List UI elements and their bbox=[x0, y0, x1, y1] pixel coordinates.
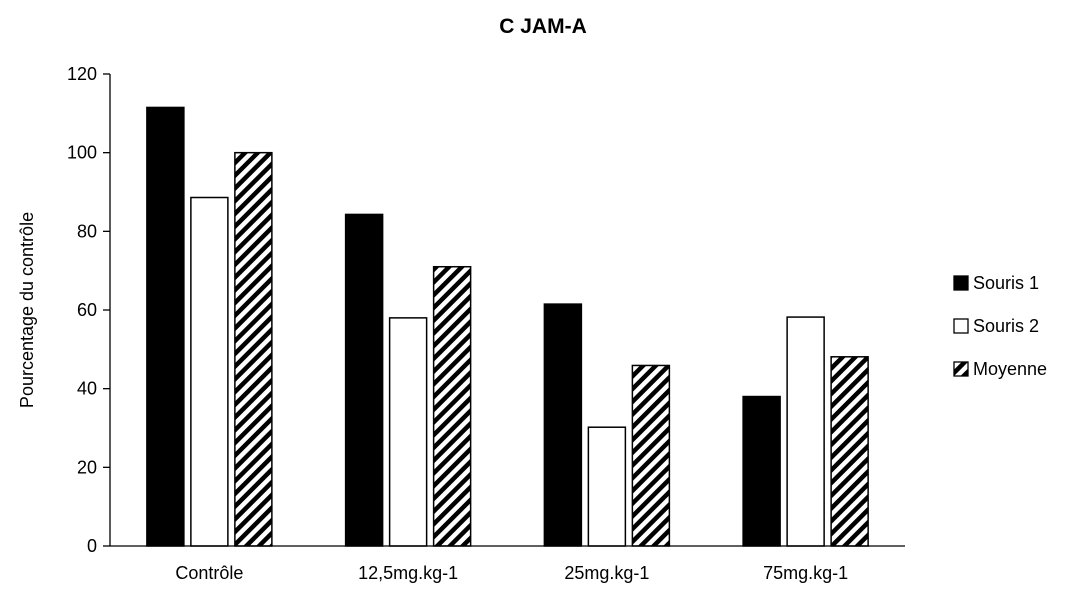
x-tick-label: 75mg.kg-1 bbox=[763, 563, 848, 583]
y-tick-label: 60 bbox=[77, 300, 97, 320]
bar-moyenne bbox=[234, 151, 273, 547]
bar-souris-2 bbox=[388, 317, 428, 547]
bars bbox=[146, 106, 869, 547]
x-axis-ticks: Contrôle 12,5mg.kg-1 25mg.kg-1 75mg.kg-1 bbox=[175, 563, 848, 583]
y-tick-label: 0 bbox=[87, 536, 97, 556]
y-tick-label: 20 bbox=[77, 457, 97, 477]
y-tick-label: 40 bbox=[77, 379, 97, 399]
bar-moyenne bbox=[432, 265, 472, 547]
bar-souris-2 bbox=[587, 426, 627, 547]
legend: Souris 1 Souris 2 Moyenne bbox=[953, 273, 1047, 379]
bar-souris-2 bbox=[190, 196, 229, 547]
y-tick-label: 100 bbox=[67, 143, 97, 163]
bar-souris-2 bbox=[786, 316, 825, 547]
bar-souris-1 bbox=[543, 303, 583, 547]
chart-title: C JAM-A bbox=[499, 15, 587, 38]
legend-swatch bbox=[953, 275, 969, 291]
bar-souris-1 bbox=[146, 106, 185, 547]
legend-label: Souris 2 bbox=[973, 316, 1039, 336]
bar-souris-1 bbox=[742, 395, 781, 547]
x-tick-label: Contrôle bbox=[175, 563, 243, 583]
bar-moyenne bbox=[631, 364, 671, 547]
y-axis-label: Pourcentage du contrôle bbox=[17, 212, 37, 408]
y-tick-label: 120 bbox=[67, 64, 97, 84]
x-tick-label: 12,5mg.kg-1 bbox=[358, 563, 458, 583]
legend-swatch bbox=[953, 361, 969, 377]
bar-souris-1 bbox=[344, 213, 384, 547]
y-tick-label: 80 bbox=[77, 221, 97, 241]
bar-moyenne bbox=[830, 356, 869, 547]
y-axis-ticks: 0 20 40 60 80 100 120 bbox=[67, 64, 110, 556]
legend-label: Moyenne bbox=[973, 359, 1047, 379]
legend-swatch bbox=[953, 318, 969, 334]
legend-label: Souris 1 bbox=[973, 273, 1039, 293]
x-tick-label: 25mg.kg-1 bbox=[564, 563, 649, 583]
